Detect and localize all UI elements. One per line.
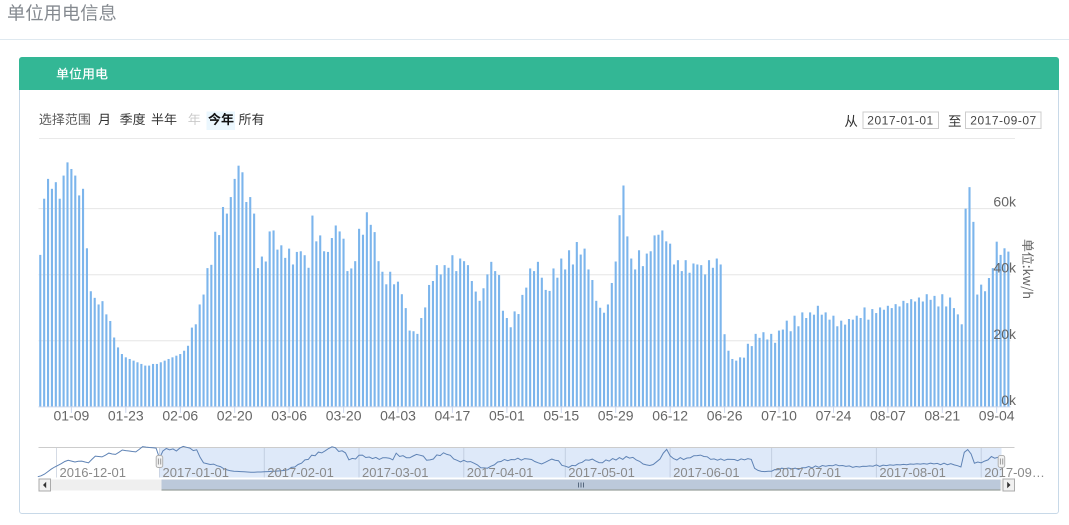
svg-text:20k: 20k [993,326,1017,342]
svg-text:2017-01-01: 2017-01-01 [163,465,230,480]
svg-text:05-01: 05-01 [489,408,525,424]
svg-text:06-12: 06-12 [652,408,688,424]
svg-text:07-10: 07-10 [761,408,797,424]
svg-text:2017-01-01: 2017-01-01 [867,114,933,128]
svg-text:60k: 60k [993,194,1017,210]
svg-text:01-23: 01-23 [108,408,144,424]
svg-text:2017-05-01: 2017-05-01 [568,465,635,480]
svg-text:01-09: 01-09 [53,408,89,424]
svg-text:03-20: 03-20 [326,408,362,424]
svg-text:08-21: 08-21 [924,408,960,424]
svg-text:2017-07-01: 2017-07-01 [775,465,842,480]
svg-text:2017-09-07: 2017-09-07 [970,114,1036,128]
svg-text:0k: 0k [1001,392,1017,408]
svg-text:04-03: 04-03 [380,408,416,424]
svg-text:2017-02-01: 2017-02-01 [267,465,334,480]
svg-text:02-20: 02-20 [217,408,253,424]
svg-text:04-17: 04-17 [434,408,470,424]
svg-text:07-24: 07-24 [816,408,852,424]
svg-text:2017-06-01: 2017-06-01 [673,465,740,480]
svg-text:40k: 40k [993,260,1017,276]
svg-text:2017-04-01: 2017-04-01 [467,465,534,480]
svg-text:2017-09…: 2017-09… [984,465,1045,480]
svg-text:06-26: 06-26 [707,408,743,424]
svg-text:05-29: 05-29 [598,408,634,424]
svg-text:2017-08-01: 2017-08-01 [879,465,946,480]
svg-text:08-07: 08-07 [870,408,906,424]
svg-text:03-06: 03-06 [271,408,307,424]
svg-text:02-06: 02-06 [162,408,198,424]
svg-text:09-04: 09-04 [979,408,1015,424]
svg-text:05-15: 05-15 [543,408,579,424]
svg-text:2016-12-01: 2016-12-01 [60,465,127,480]
svg-text:2017-03-01: 2017-03-01 [362,465,429,480]
